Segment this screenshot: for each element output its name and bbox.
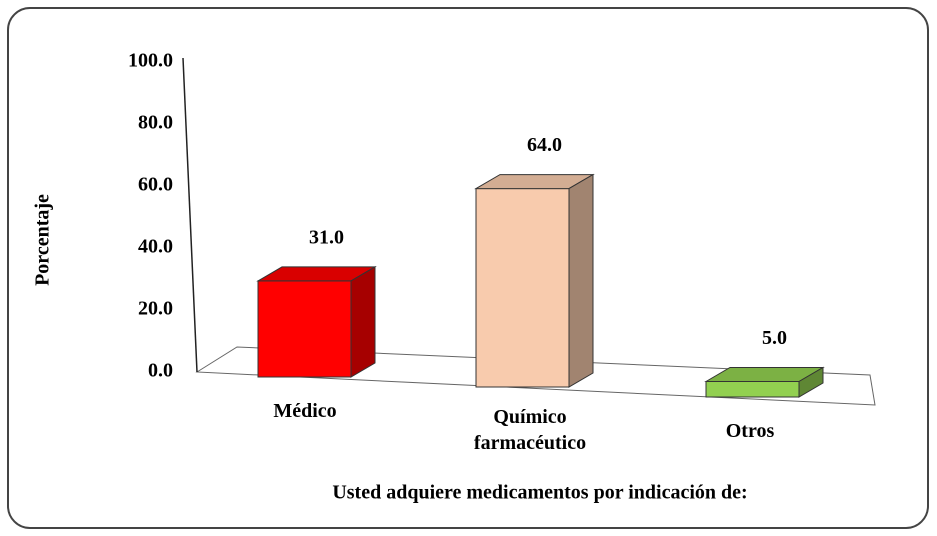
value-label: 64.0	[527, 134, 562, 156]
y-axis	[182, 57, 198, 373]
y-tick-label: 100.0	[128, 50, 173, 72]
bar-side	[798, 366, 824, 398]
bar-front	[257, 280, 352, 378]
x-tick-label: Químico farmacéutico	[473, 406, 587, 454]
y-tick-label: 60.0	[138, 174, 173, 196]
x-tick-label: Otros	[725, 420, 775, 442]
y-axis-label: Porcentaje	[32, 194, 54, 286]
bar-side	[350, 266, 376, 378]
value-label: 31.0	[309, 226, 344, 248]
y-tick-label: 40.0	[138, 236, 173, 258]
y-tick-label: 80.0	[138, 112, 173, 134]
value-label: 5.0	[762, 327, 787, 349]
bar-side	[568, 173, 594, 388]
bar-front	[705, 381, 800, 398]
x-tick-label: Médico	[273, 400, 337, 422]
floor	[195, 346, 876, 406]
chart-frame	[7, 7, 929, 529]
y-tick-label: 0.0	[148, 360, 173, 382]
bar-front	[475, 188, 570, 388]
y-tick-label: 20.0	[138, 298, 173, 320]
x-axis-label: Usted adquiere medicamentos por indicaci…	[332, 482, 747, 504]
